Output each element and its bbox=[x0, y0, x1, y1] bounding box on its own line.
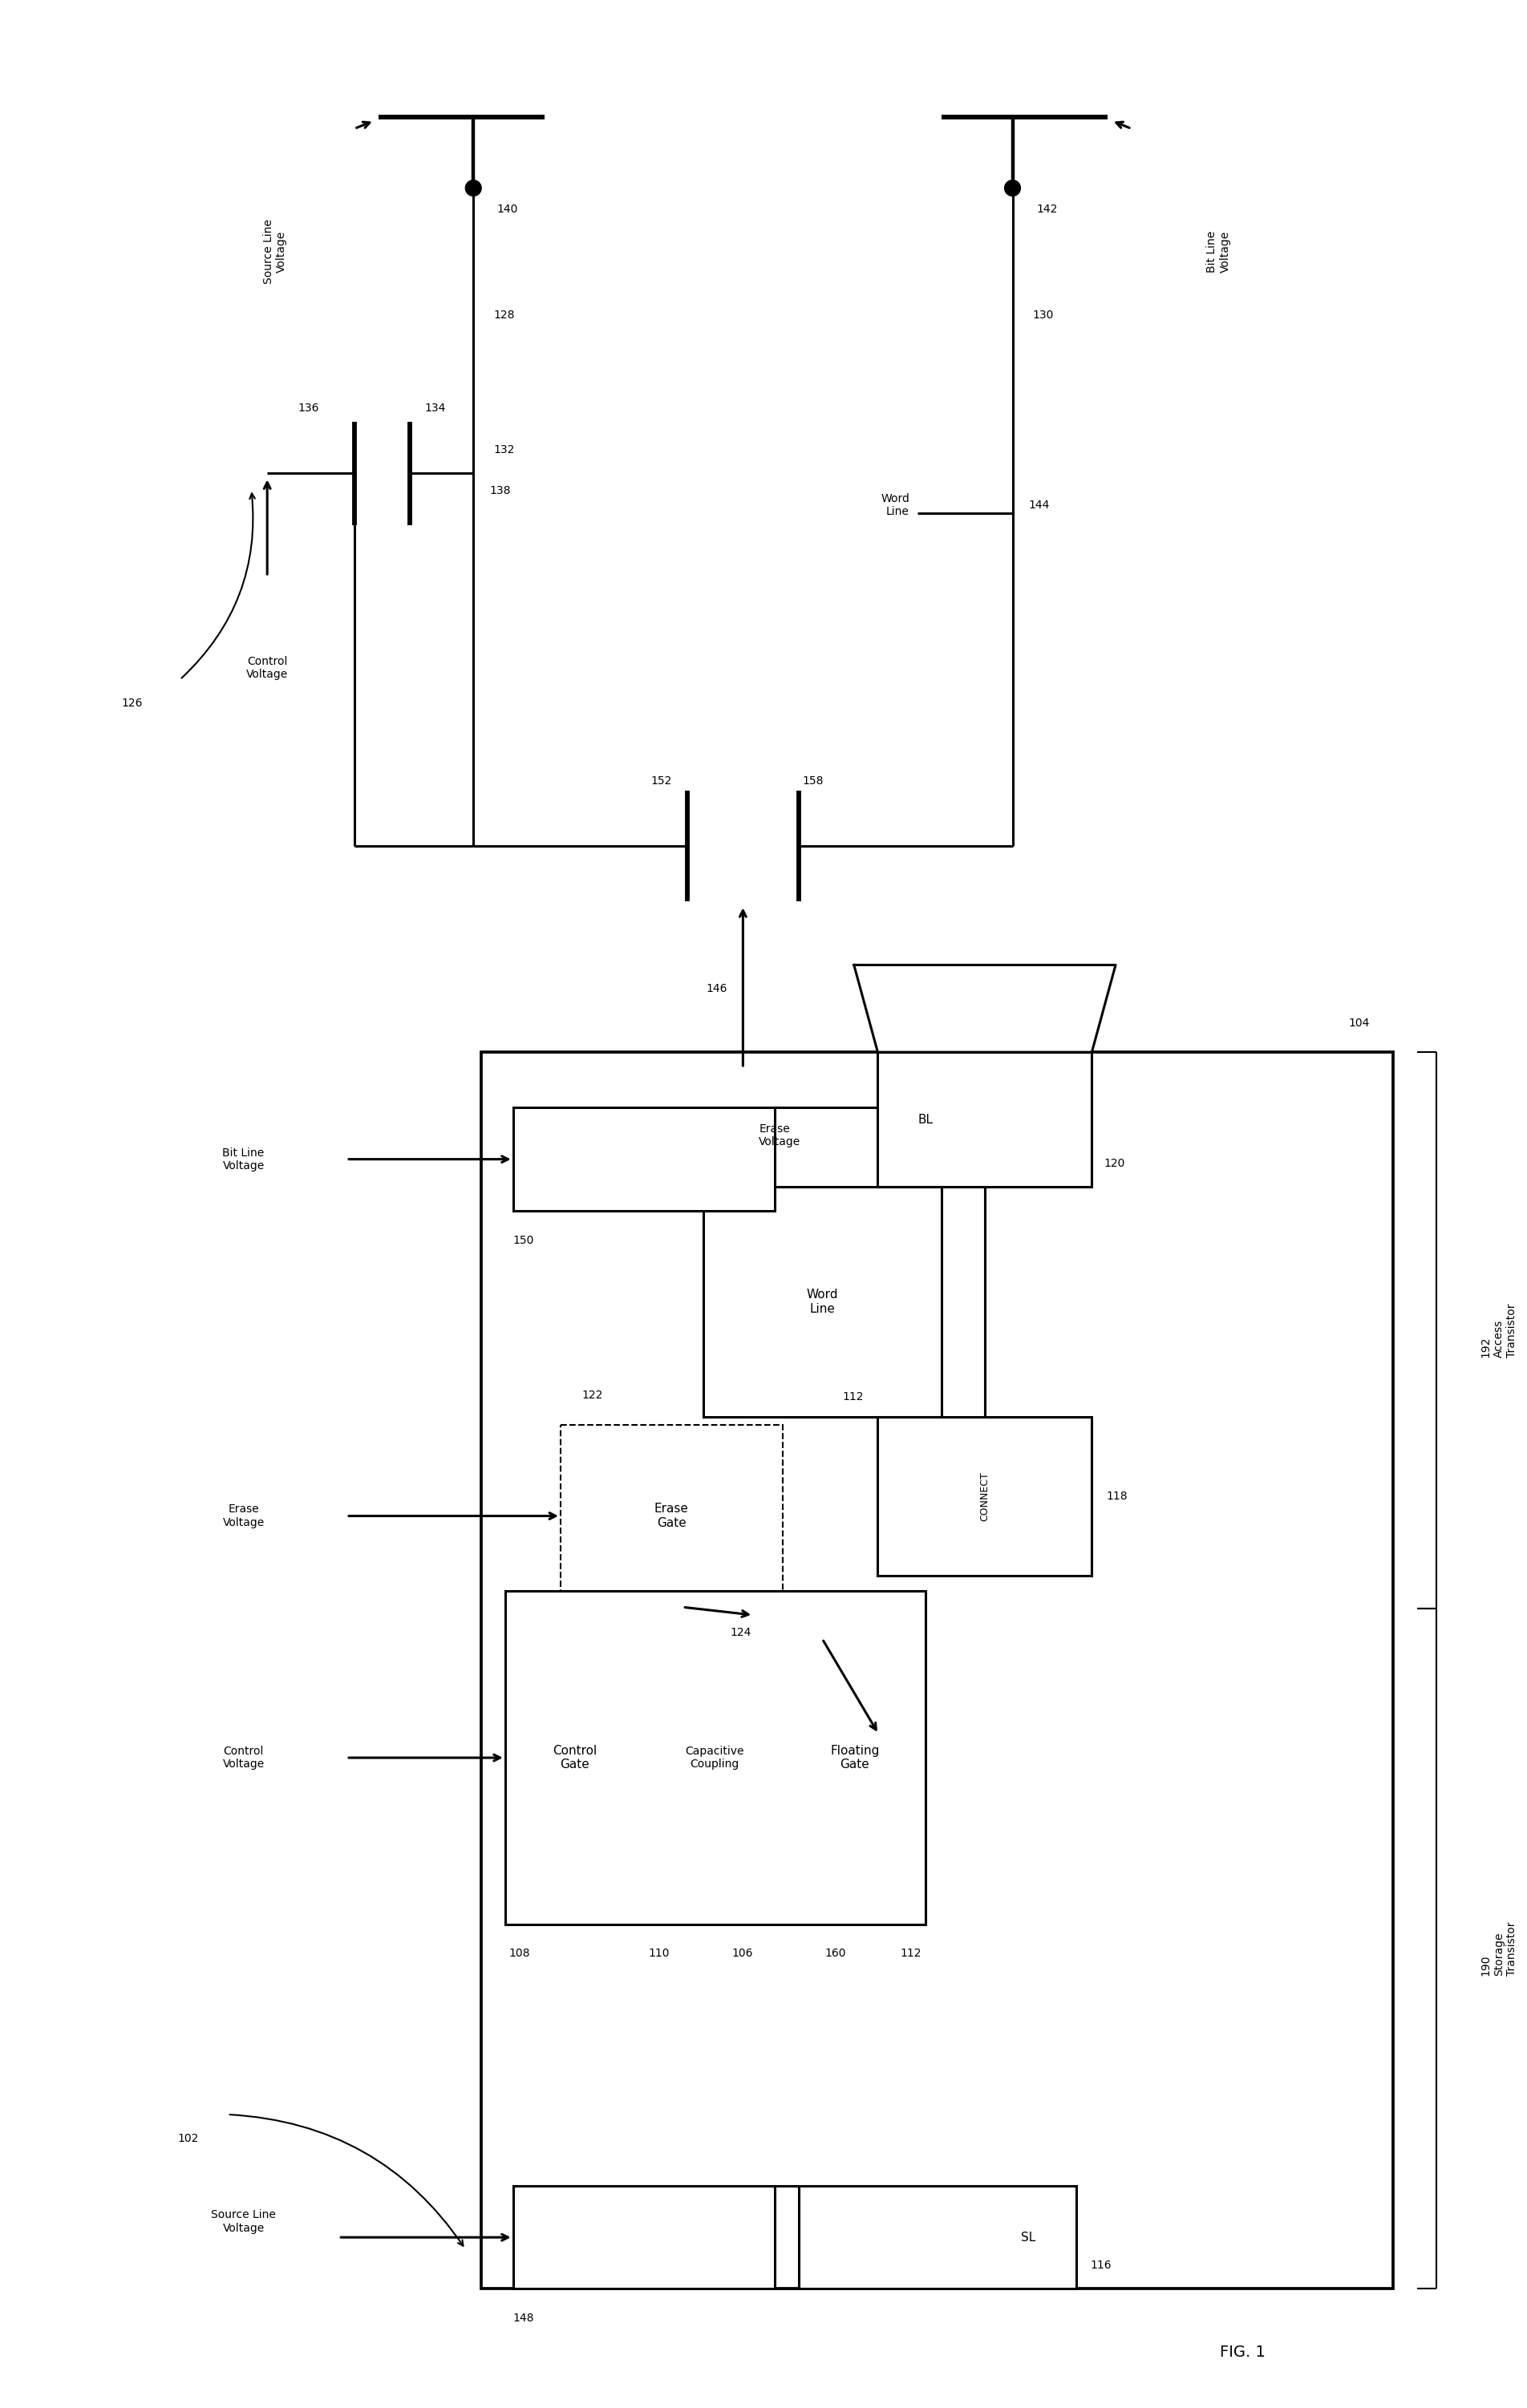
Text: 150: 150 bbox=[513, 1235, 534, 1245]
Text: 128: 128 bbox=[493, 308, 515, 320]
Text: 152: 152 bbox=[651, 775, 672, 787]
Text: Word
Line: Word Line bbox=[881, 494, 910, 518]
Text: Source Line
Voltage: Source Line Voltage bbox=[263, 219, 287, 284]
Text: 132: 132 bbox=[493, 443, 515, 455]
Text: Erase
Voltage: Erase Voltage bbox=[223, 1505, 264, 1529]
Bar bbox=[704, 1187, 941, 1416]
Circle shape bbox=[466, 181, 481, 195]
Text: 130: 130 bbox=[1032, 308, 1054, 320]
Text: Floating
Gate: Floating Gate bbox=[831, 1746, 880, 1770]
Text: Control
Voltage: Control Voltage bbox=[246, 655, 289, 679]
Text: 124: 124 bbox=[730, 1628, 751, 1637]
Text: 144: 144 bbox=[1028, 498, 1049, 510]
Text: 190
Storage
Transistor: 190 Storage Transistor bbox=[1480, 1922, 1518, 1977]
Text: Source Line
Voltage: Source Line Voltage bbox=[211, 2211, 276, 2235]
Text: 118: 118 bbox=[1106, 1491, 1127, 1503]
Text: Erase
Gate: Erase Gate bbox=[655, 1503, 689, 1529]
Bar bbox=[878, 1052, 1092, 1187]
Bar bbox=[481, 1052, 1393, 2290]
Text: CONNECT: CONNECT bbox=[979, 1471, 989, 1522]
Text: 110: 110 bbox=[649, 1948, 670, 1960]
Text: 192
Access
Transistor: 192 Access Transistor bbox=[1480, 1303, 1518, 1358]
Text: 112: 112 bbox=[843, 1392, 863, 1401]
Bar bbox=[878, 1416, 1092, 1575]
Text: 126: 126 bbox=[122, 698, 144, 708]
Text: 120: 120 bbox=[1104, 1158, 1125, 1168]
Text: 142: 142 bbox=[1037, 205, 1058, 214]
Bar bbox=[799, 2186, 1077, 2290]
Text: 122: 122 bbox=[582, 1389, 603, 1401]
Polygon shape bbox=[854, 966, 1116, 1052]
Text: Bit Line
Voltage: Bit Line Voltage bbox=[1206, 231, 1231, 272]
Circle shape bbox=[1005, 181, 1020, 195]
Bar bbox=[513, 1108, 774, 1211]
Text: 112: 112 bbox=[899, 1948, 921, 1960]
Text: 116: 116 bbox=[1090, 2259, 1112, 2271]
Text: Erase
Voltage: Erase Voltage bbox=[759, 1125, 800, 1149]
Text: 146: 146 bbox=[705, 982, 727, 995]
Text: SL: SL bbox=[1022, 2232, 1035, 2244]
Text: 160: 160 bbox=[825, 1948, 846, 1960]
Text: 104: 104 bbox=[1348, 1016, 1370, 1028]
Text: 106: 106 bbox=[731, 1948, 753, 1960]
Text: 134: 134 bbox=[425, 402, 446, 414]
Text: 114: 114 bbox=[756, 1151, 777, 1163]
Text: 136: 136 bbox=[298, 402, 319, 414]
Text: 158: 158 bbox=[802, 775, 823, 787]
Text: Control
Voltage: Control Voltage bbox=[223, 1746, 264, 1770]
Text: Control
Gate: Control Gate bbox=[553, 1746, 597, 1770]
Text: Capacitive
Coupling: Capacitive Coupling bbox=[686, 1746, 744, 1770]
Text: FIG. 1: FIG. 1 bbox=[1220, 2345, 1266, 2360]
Bar bbox=[513, 2186, 774, 2290]
Text: 140: 140 bbox=[498, 205, 518, 214]
Text: BL: BL bbox=[918, 1112, 933, 1125]
Text: 138: 138 bbox=[489, 486, 510, 496]
Bar bbox=[505, 1592, 925, 1924]
Text: Bit Line
Voltage: Bit Line Voltage bbox=[223, 1146, 264, 1170]
Text: 108: 108 bbox=[508, 1948, 530, 1960]
Text: Word
Line: Word Line bbox=[806, 1288, 838, 1315]
Text: 102: 102 bbox=[177, 2133, 199, 2143]
Text: 148: 148 bbox=[513, 2312, 534, 2324]
Bar bbox=[560, 1426, 783, 1606]
